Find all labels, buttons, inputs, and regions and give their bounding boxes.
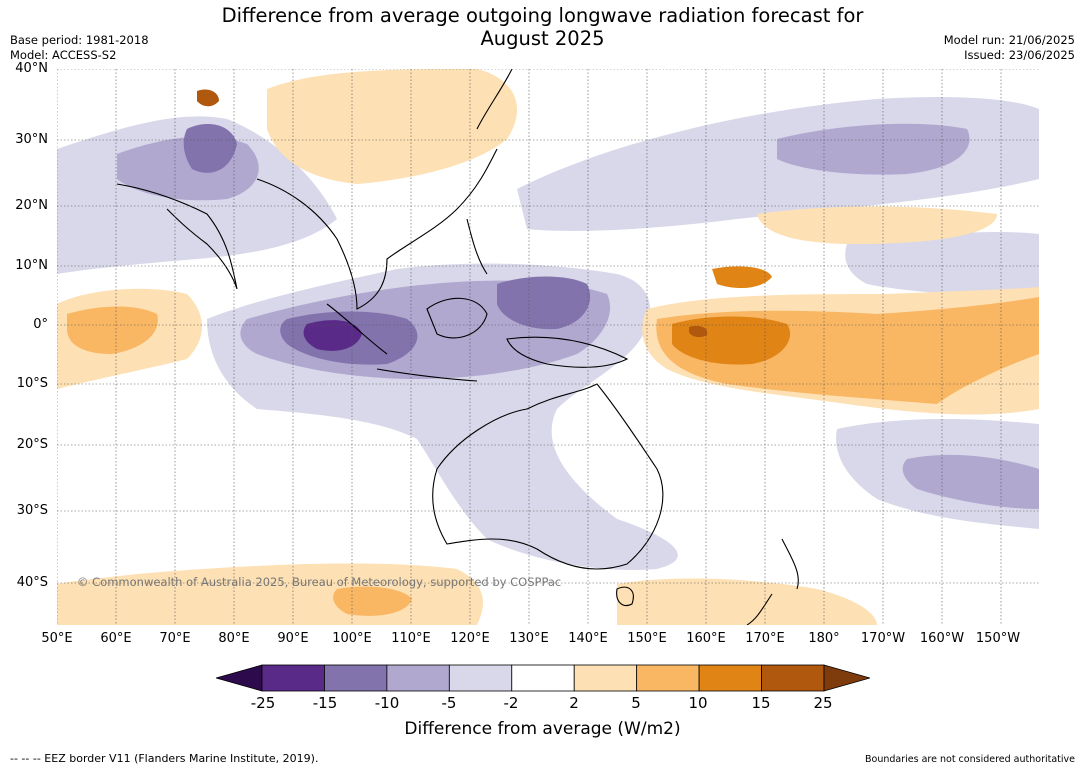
lon-label: 150°E xyxy=(627,631,667,646)
base-period: Base period: 1981-2018 xyxy=(10,33,149,47)
coast-new-guinea xyxy=(506,336,629,368)
lon-label: 90°E xyxy=(277,631,309,646)
colorbar xyxy=(214,664,872,692)
colorbar-extend-low xyxy=(214,664,263,692)
colorbar-tick-label: 10 xyxy=(688,694,708,712)
region-pos-2-nz xyxy=(617,578,877,625)
eez-border-note: -- -- -- EEZ border V11 (Flanders Marine… xyxy=(10,752,319,765)
region-pos-2-tasman xyxy=(57,563,483,625)
lat-label: 20°N xyxy=(15,198,48,213)
coast-australia xyxy=(432,383,664,570)
lon-label: 70°E xyxy=(159,631,191,646)
map-svg xyxy=(57,69,1039,625)
colorbar-tick-label: -25 xyxy=(250,694,276,712)
colorbar-segment xyxy=(761,664,825,692)
coast-tasmania xyxy=(616,586,634,607)
lat-label: 10°N xyxy=(15,258,48,273)
region-pos-15-himalaya xyxy=(197,89,219,107)
lon-label: 60°E xyxy=(100,631,132,646)
meta-left: Base period: 1981-2018 Model: ACCESS-S2 xyxy=(10,33,149,63)
region-pos-5-tasman xyxy=(333,586,412,616)
boundaries-disclaimer: Boundaries are not considered authoritat… xyxy=(865,754,1075,765)
lon-label: 100°E xyxy=(332,631,372,646)
colorbar-segment xyxy=(573,664,638,692)
coast-borneo xyxy=(426,297,488,339)
lon-label: 180° xyxy=(808,631,840,646)
colorbar-tick-label: -15 xyxy=(312,694,338,712)
lon-label: 50°E xyxy=(41,631,73,646)
colorbar-svg xyxy=(214,664,872,692)
lon-label: 130°E xyxy=(509,631,549,646)
coast-japan xyxy=(476,69,513,130)
colorbar-segment xyxy=(636,664,700,692)
meta-right: Model run: 21/06/2025 Issued: 23/06/2025 xyxy=(944,33,1075,63)
lon-label: 160°E xyxy=(686,631,726,646)
region-neg-10-india xyxy=(183,124,237,173)
lat-label: 0° xyxy=(33,317,48,332)
coastlines xyxy=(116,69,799,625)
colorbar-title: Difference from average (W/m2) xyxy=(404,719,681,739)
title-line-1: Difference from average outgoing longwav… xyxy=(221,4,864,27)
coast-java xyxy=(376,368,478,382)
model-run: Model run: 21/06/2025 xyxy=(943,33,1075,47)
region-pos-2-central-n xyxy=(757,206,997,244)
gridlines xyxy=(57,69,1039,625)
lon-label: 160°W xyxy=(919,631,965,646)
region-pos-2-china xyxy=(267,69,517,184)
colorbar-segment xyxy=(511,664,575,692)
region-pos-15-pacific xyxy=(689,325,708,338)
region-neg-5-n-pacific xyxy=(777,123,970,175)
colorbar-segment xyxy=(261,664,325,692)
coast-new-zealand xyxy=(746,538,799,625)
colorbar-segment xyxy=(698,664,762,692)
coast-philippines xyxy=(466,218,488,275)
model-name: Model: ACCESS-S2 xyxy=(10,48,117,62)
colorbar-tick-label: -5 xyxy=(441,694,457,712)
map-panel xyxy=(57,69,1039,625)
colorbar-tick-label: 15 xyxy=(751,694,771,712)
colorbar-segment xyxy=(386,664,450,692)
coast-sumatra xyxy=(326,303,388,355)
lon-label: 140°E xyxy=(568,631,608,646)
region-pos-10-ne xyxy=(712,266,772,289)
lat-label: 30°S xyxy=(16,503,48,518)
lon-label: 110°E xyxy=(391,631,431,646)
map-title: Difference from average outgoing longwav… xyxy=(0,4,1085,50)
lon-label: 170°E xyxy=(745,631,785,646)
colorbar-tick-label: -10 xyxy=(374,694,400,712)
lat-label: 30°N xyxy=(15,132,48,147)
colorbar-tick-label: -2 xyxy=(503,694,519,712)
lon-label: 150°W xyxy=(975,631,1021,646)
region-neg-15-core xyxy=(303,320,362,351)
negative-anomaly-regions xyxy=(57,97,1039,570)
positive-anomaly-regions xyxy=(57,69,1039,625)
region-neg-10-png xyxy=(497,276,591,330)
lat-label: 40°S xyxy=(16,575,48,590)
lat-label: 10°S xyxy=(16,376,48,391)
issued-date: Issued: 23/06/2025 xyxy=(964,48,1075,62)
colorbar-extend-high xyxy=(823,664,872,692)
colorbar-segment xyxy=(324,664,388,692)
colorbar-segment xyxy=(448,664,513,692)
region-neg-2-central-pacific xyxy=(845,232,1039,296)
region-neg-5-sw-pacific xyxy=(902,454,1039,509)
title-line-2: August 2025 xyxy=(480,27,605,50)
copyright-notice: © Commonwealth of Australia 2025, Bureau… xyxy=(77,575,562,589)
colorbar-tick-label: 25 xyxy=(813,694,833,712)
region-pos-5-arabian xyxy=(67,306,158,354)
coast-india xyxy=(116,183,238,290)
lon-label: 120°E xyxy=(450,631,490,646)
lon-label: 170°W xyxy=(860,631,906,646)
coast-se-asia xyxy=(256,148,498,310)
lat-label: 20°S xyxy=(16,437,48,452)
lon-label: 80°E xyxy=(218,631,250,646)
colorbar-tick-label: 2 xyxy=(569,694,579,712)
colorbar-tick-label: 5 xyxy=(631,694,641,712)
lat-label: 40°N xyxy=(15,61,48,76)
